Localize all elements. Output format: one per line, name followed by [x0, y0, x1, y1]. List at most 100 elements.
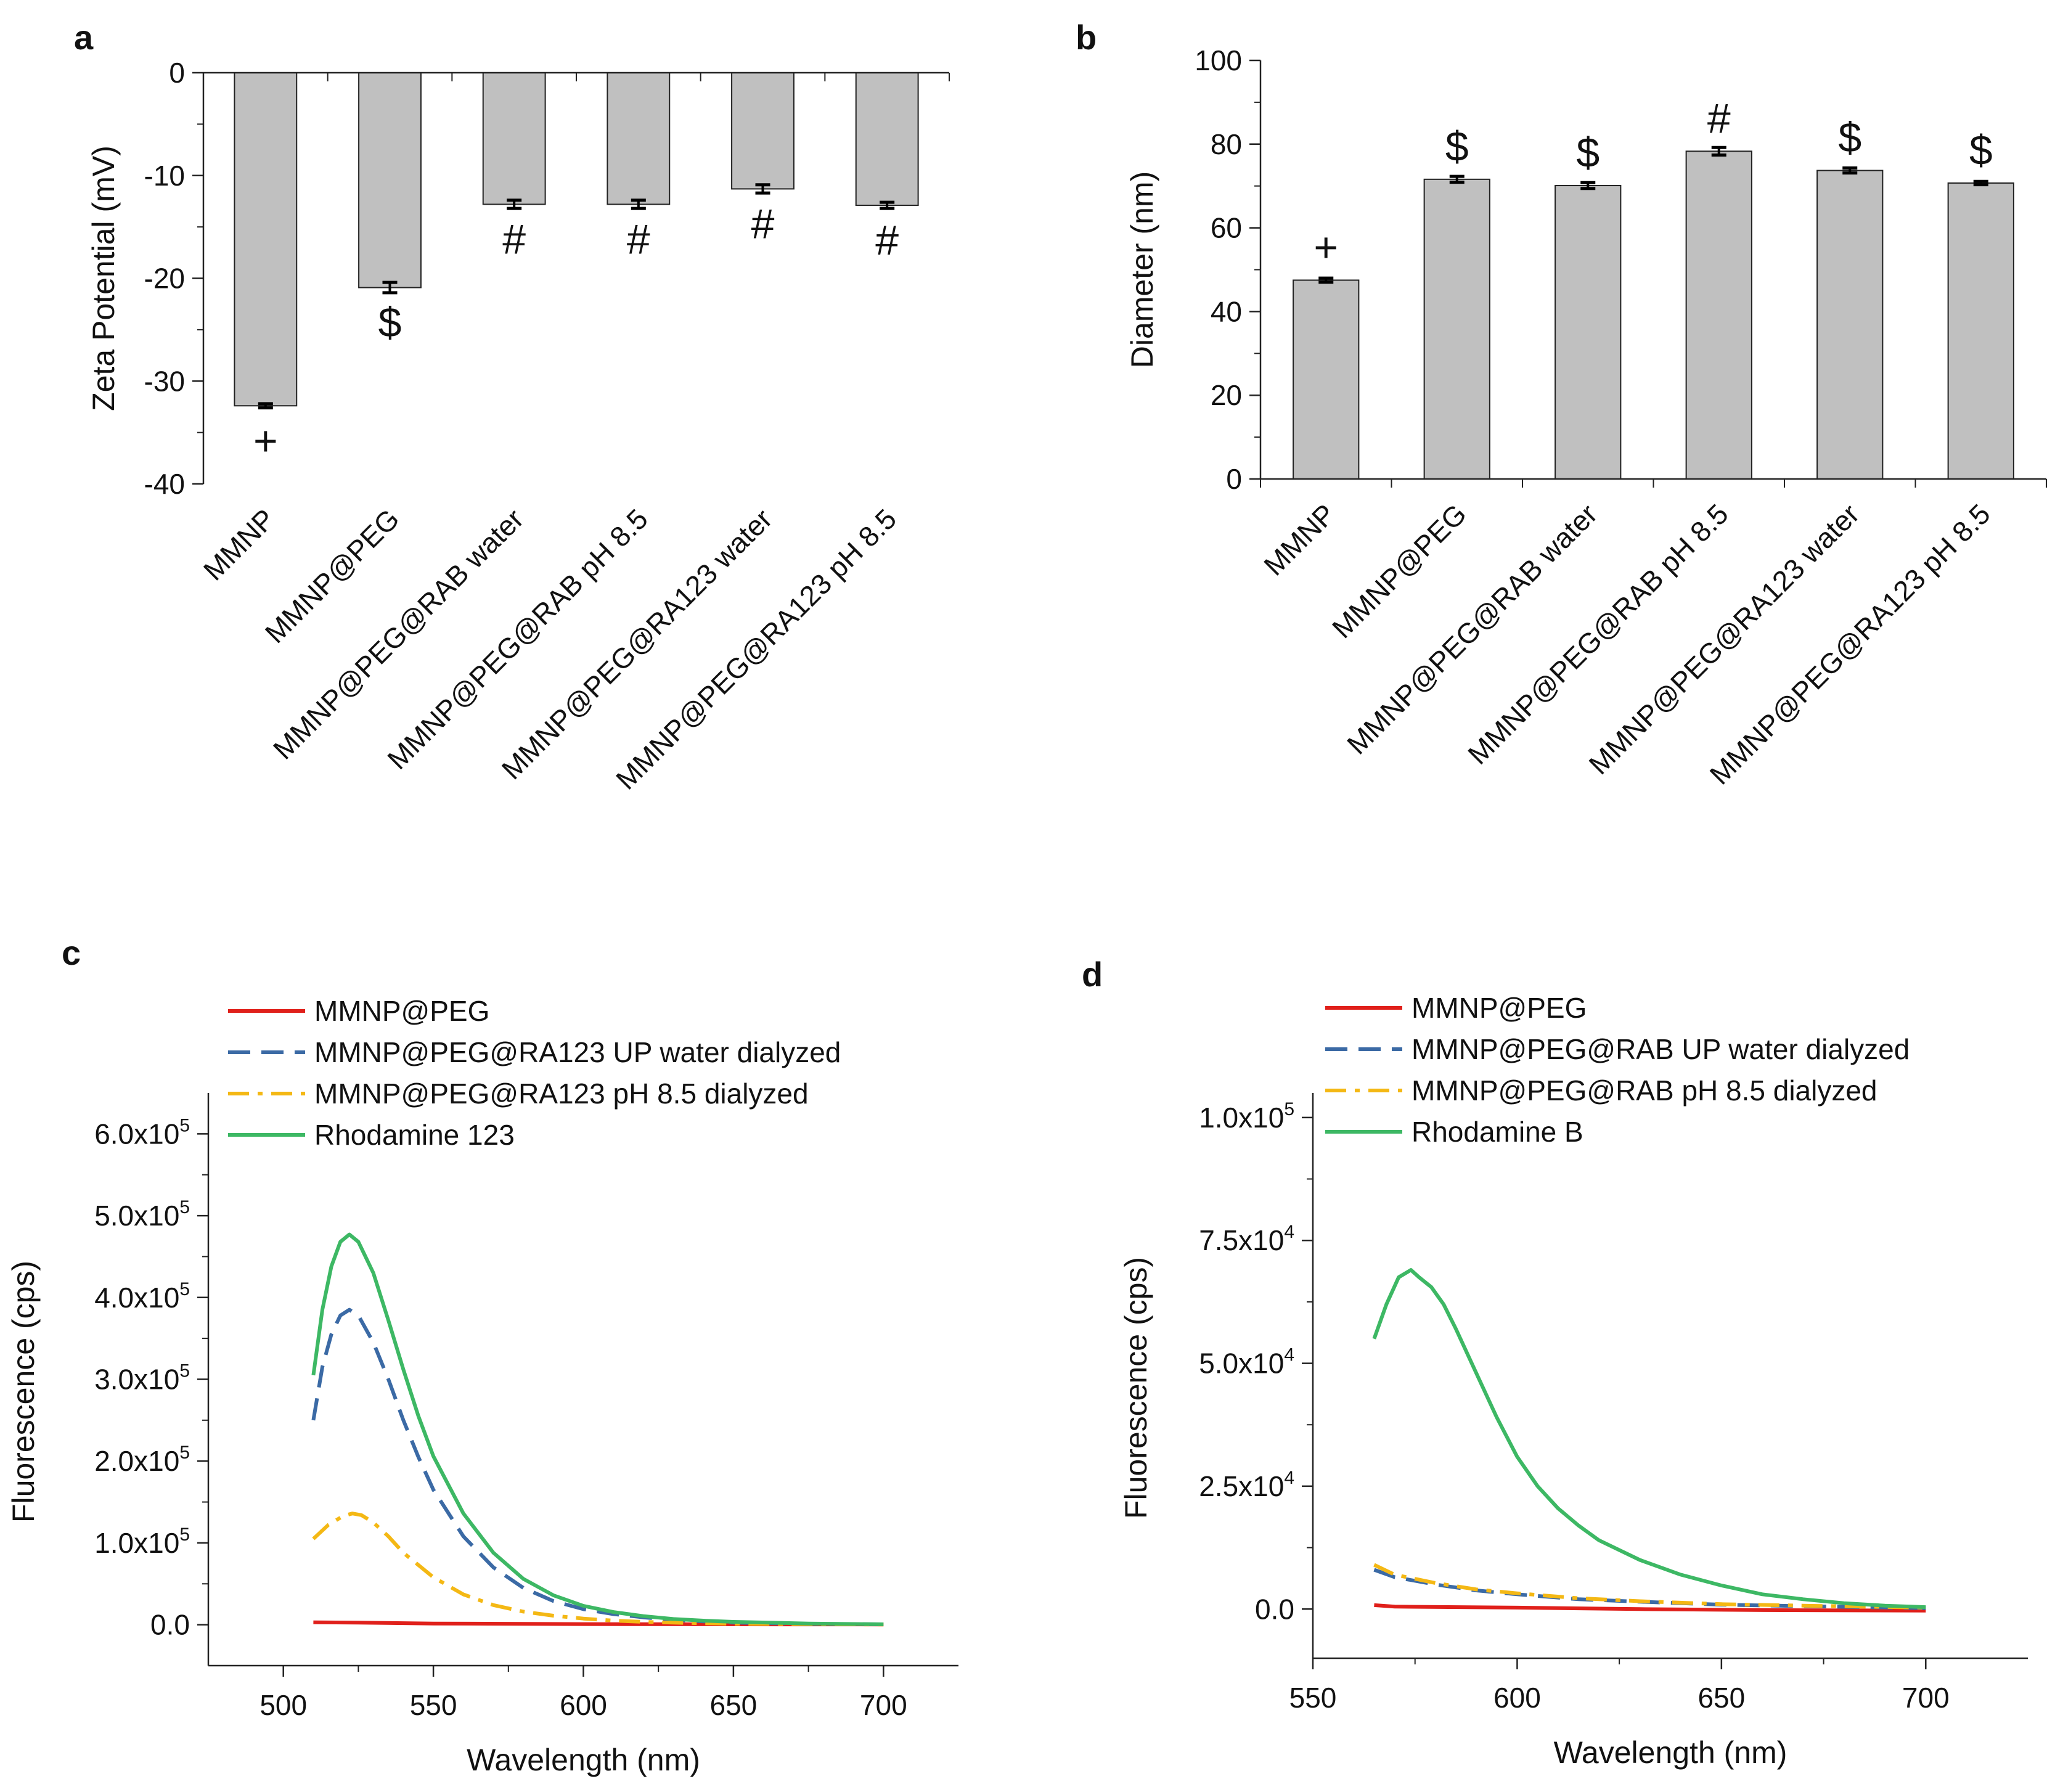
x-tick-label: 550: [1289, 1682, 1337, 1714]
x-axis-title: Wavelength (nm): [1554, 1735, 1787, 1770]
x-tick-label: 600: [560, 1689, 607, 1721]
series-line: [311, 1232, 884, 1626]
y-tick-mantissa: 7.5x10: [1199, 1224, 1284, 1256]
legend-label: MMNP@PEG@RAB pH 8.5 dialyzed: [1412, 1074, 1877, 1107]
category-label: MMNP@PEG@RAB water: [1341, 497, 1603, 760]
category-label: MMNP@PEG@RA123 water: [496, 502, 778, 785]
significance-marker: #: [1707, 95, 1731, 142]
x-tick-label: 500: [259, 1689, 307, 1721]
y-tick-mantissa: 3.0x10: [94, 1364, 179, 1396]
x-tick-label: 650: [1698, 1682, 1745, 1714]
significance-marker: $: [378, 300, 402, 346]
y-tick-label: 60: [1211, 212, 1242, 244]
y-tick-exponent: 5: [179, 1197, 190, 1217]
y-tick-exponent: 5: [179, 1361, 190, 1381]
panel-a: a+MMNP$MMNP@PEG#MMNP@PEG@RAB water#MMNP@…: [74, 18, 950, 796]
bar: [1555, 185, 1622, 480]
panel-letter: a: [74, 18, 94, 57]
x-axis-title: Wavelength (nm): [467, 1743, 700, 1777]
bar: [1947, 182, 2014, 480]
y-tick-exponent: 5: [179, 1524, 190, 1545]
significance-marker: $: [1969, 127, 1993, 174]
y-axis-title: Zeta Potential (mV): [86, 145, 121, 411]
y-axis-title: Diameter (nm): [1125, 171, 1159, 368]
y-tick-label: 0: [1226, 463, 1242, 495]
y-tick-mantissa: 0.0: [1255, 1593, 1294, 1625]
y-tick-label: 0.0: [1255, 1593, 1294, 1625]
legend-label: Rhodamine 123: [314, 1119, 515, 1151]
series-line: [1374, 1603, 1926, 1613]
legend-label: MMNP@PEG@RA123 pH 8.5 dialyzed: [314, 1078, 809, 1110]
bar: [731, 72, 795, 190]
bar: [607, 72, 671, 205]
category-label: MMNP@PEG: [1326, 497, 1473, 644]
x-tick-label: 600: [1493, 1682, 1541, 1714]
significance-marker: $: [1576, 129, 1599, 176]
y-tick-label: 6.0x105: [94, 1115, 190, 1150]
y-tick-mantissa: 1.0x10: [94, 1527, 179, 1559]
significance-marker: +: [1313, 224, 1338, 271]
significance-marker: #: [751, 200, 775, 247]
x-tick-label: 650: [710, 1689, 758, 1721]
bar: [1816, 170, 1884, 480]
bar: [358, 72, 422, 288]
y-tick-mantissa: 5.0x10: [1199, 1348, 1284, 1380]
legend-label: Rhodamine B: [1412, 1116, 1583, 1148]
y-tick-exponent: 5: [1284, 1099, 1294, 1119]
category-label: MMNP@PEG@RA123 pH 8.5: [1704, 497, 1996, 790]
y-tick-label: 20: [1211, 379, 1242, 411]
series-line: [1372, 1268, 1926, 1610]
y-tick-label: 3.0x105: [94, 1361, 190, 1396]
y-tick-label: 1.0x105: [94, 1524, 190, 1559]
category-label: MMNP: [197, 502, 281, 586]
y-tick-mantissa: 5.0x10: [94, 1200, 179, 1232]
y-tick-exponent: 5: [179, 1442, 190, 1463]
legend-label: MMNP@PEG: [1412, 992, 1587, 1024]
panel-letter: b: [1076, 18, 1097, 57]
y-tick-label: 0.0: [150, 1609, 190, 1641]
significance-marker: #: [875, 217, 899, 264]
category-label: MMNP: [1257, 497, 1341, 581]
y-tick-label: -40: [144, 468, 185, 500]
y-tick-mantissa: 2.5x10: [1199, 1470, 1284, 1502]
y-tick-mantissa: 0.0: [150, 1609, 190, 1641]
y-tick-label: 2.5x104: [1199, 1468, 1294, 1502]
category-label: MMNP@PEG@RAB pH 8.5: [1461, 497, 1734, 771]
y-tick-label: 2.0x105: [94, 1442, 190, 1477]
panel-letter: d: [1082, 955, 1103, 994]
significance-marker: +: [253, 417, 278, 464]
y-tick-label: 7.5x104: [1199, 1222, 1294, 1256]
legend-label: MMNP@PEG@RAB UP water dialyzed: [1412, 1033, 1910, 1065]
category-label: MMNP@PEG@RAB pH 8.5: [381, 502, 654, 775]
y-tick-exponent: 5: [179, 1115, 190, 1135]
category-label: MMNP@PEG@RA123 water: [1582, 497, 1865, 780]
y-tick-label: 80: [1211, 128, 1242, 160]
y-axis-title: Fluorescence (cps): [1119, 1257, 1153, 1519]
panel-letter: c: [62, 933, 81, 972]
bar: [234, 72, 298, 407]
bar: [1685, 150, 1752, 480]
significance-marker: $: [1445, 123, 1469, 170]
bar: [482, 72, 546, 205]
y-tick-mantissa: 6.0x10: [94, 1118, 179, 1150]
x-tick-label: 700: [860, 1689, 907, 1721]
x-tick-label: 700: [1902, 1682, 1950, 1714]
panel-b: b + MMNP $ MMNP@PEG $ MMNP@PEG@RAB water # MMNP@…: [1076, 18, 2047, 791]
significance-marker: #: [502, 216, 526, 263]
y-tick-mantissa: 4.0x10: [94, 1282, 179, 1314]
y-tick-label: -10: [144, 160, 185, 192]
significance-marker: #: [627, 216, 650, 263]
y-tick-label: 5.0x104: [1199, 1345, 1294, 1380]
y-tick-label: 40: [1211, 295, 1242, 327]
legend-label: MMNP@PEG: [314, 995, 489, 1027]
bar: [1293, 279, 1360, 480]
bar: [855, 72, 919, 207]
x-tick-label: 550: [410, 1689, 457, 1721]
y-tick-label: -20: [144, 263, 185, 295]
y-tick-exponent: 5: [179, 1279, 190, 1299]
y-tick-label: 0: [169, 57, 185, 89]
y-tick-label: 5.0x105: [94, 1197, 190, 1232]
y-axis-title: Fluorescence (cps): [6, 1261, 41, 1523]
y-tick-exponent: 4: [1284, 1345, 1294, 1365]
